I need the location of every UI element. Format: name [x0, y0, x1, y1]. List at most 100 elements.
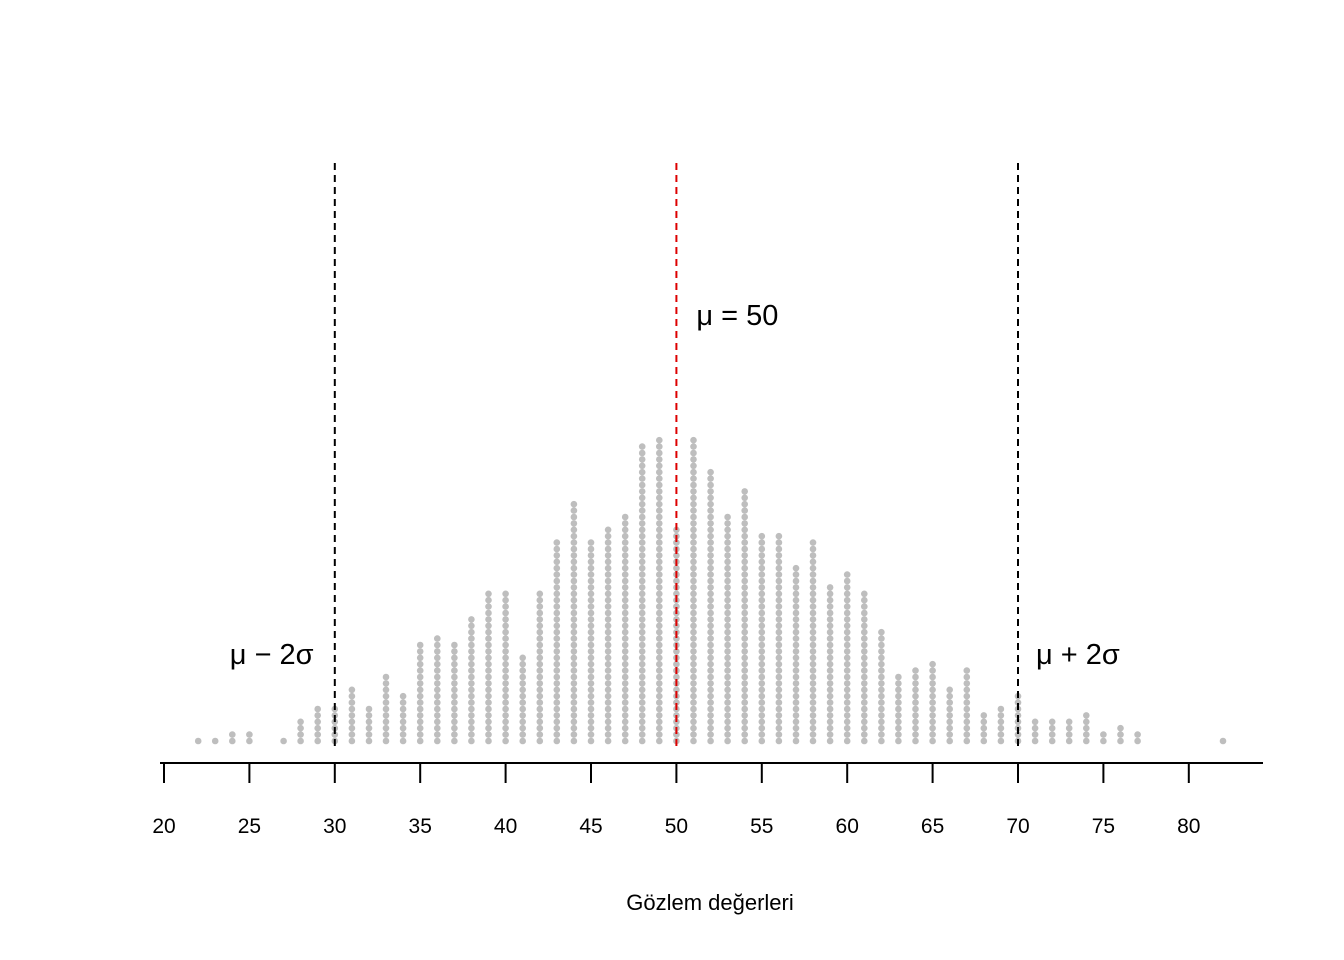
dot	[707, 545, 714, 553]
dot	[570, 667, 578, 674]
dot-column-25	[246, 731, 253, 745]
dot-column-49	[656, 436, 663, 745]
dot	[314, 705, 322, 713]
dot	[570, 692, 578, 700]
dot	[638, 705, 646, 713]
dot	[826, 712, 834, 719]
dot	[724, 680, 731, 687]
dot	[741, 648, 748, 655]
dot	[553, 539, 561, 546]
dot-column-35	[416, 641, 424, 745]
dot	[809, 654, 817, 662]
dot	[621, 686, 629, 694]
dot	[570, 500, 578, 508]
dot	[724, 590, 731, 598]
dot	[861, 731, 868, 738]
dot	[758, 673, 766, 681]
dot	[468, 628, 475, 636]
dot	[638, 456, 646, 463]
dot	[399, 705, 407, 713]
dot	[775, 660, 783, 668]
dot	[502, 673, 509, 681]
dot	[553, 648, 561, 655]
dot	[604, 628, 612, 636]
dot	[348, 712, 356, 719]
dot	[553, 628, 561, 636]
dot	[929, 737, 936, 745]
dot	[741, 660, 748, 668]
dot	[707, 577, 714, 585]
dot	[707, 718, 714, 726]
dot	[656, 641, 663, 649]
dot	[895, 692, 902, 700]
dot	[741, 539, 748, 546]
dot	[690, 628, 697, 636]
dot	[502, 680, 509, 687]
dot	[621, 539, 629, 546]
dot	[980, 712, 988, 719]
dot	[690, 443, 697, 450]
x-tick-label-75: 75	[1092, 815, 1115, 838]
dot	[741, 596, 748, 604]
dot	[656, 673, 663, 681]
dot	[468, 648, 475, 655]
dot	[638, 449, 646, 457]
dot	[468, 635, 475, 642]
dot	[809, 635, 817, 642]
dot	[963, 712, 971, 719]
dot	[553, 616, 561, 623]
dot	[690, 526, 697, 534]
dot	[416, 667, 424, 674]
dot	[570, 724, 578, 732]
dot-column-41	[519, 654, 526, 745]
dot	[861, 622, 868, 630]
dot	[656, 564, 663, 572]
dot	[741, 494, 748, 502]
dot	[314, 731, 322, 738]
dot	[741, 699, 748, 706]
dot	[809, 603, 817, 610]
dot	[451, 705, 458, 713]
dot	[929, 712, 936, 719]
dot	[434, 705, 441, 713]
dot	[434, 712, 441, 719]
dot	[724, 641, 731, 649]
dot	[826, 654, 834, 662]
dot	[587, 564, 595, 572]
dot	[963, 686, 971, 694]
dot-column-77	[1134, 731, 1141, 745]
dot	[895, 699, 902, 706]
dot	[519, 724, 526, 732]
dot	[724, 520, 731, 527]
dot	[673, 648, 680, 655]
dot	[502, 622, 509, 630]
dot	[1065, 724, 1073, 732]
dot	[468, 680, 475, 687]
dot	[416, 680, 424, 687]
dot	[485, 673, 492, 681]
dot	[587, 673, 595, 681]
dot	[416, 673, 424, 681]
dot	[656, 436, 663, 444]
dot-column-55	[758, 532, 766, 745]
dot	[878, 699, 885, 706]
dot	[434, 667, 441, 674]
dot	[416, 731, 424, 738]
dot	[638, 699, 646, 706]
dot	[843, 648, 851, 655]
dot	[707, 667, 714, 674]
dot	[1117, 737, 1124, 745]
dot	[690, 475, 697, 482]
dot	[536, 724, 544, 732]
dot	[792, 584, 800, 591]
dot	[587, 712, 595, 719]
dot	[809, 622, 817, 630]
dot	[416, 654, 424, 662]
dot-column-46	[604, 526, 612, 745]
dot	[690, 596, 697, 604]
dot	[656, 443, 663, 450]
dot	[741, 737, 748, 745]
dot	[878, 718, 885, 726]
dot	[656, 737, 663, 745]
dot	[638, 584, 646, 591]
